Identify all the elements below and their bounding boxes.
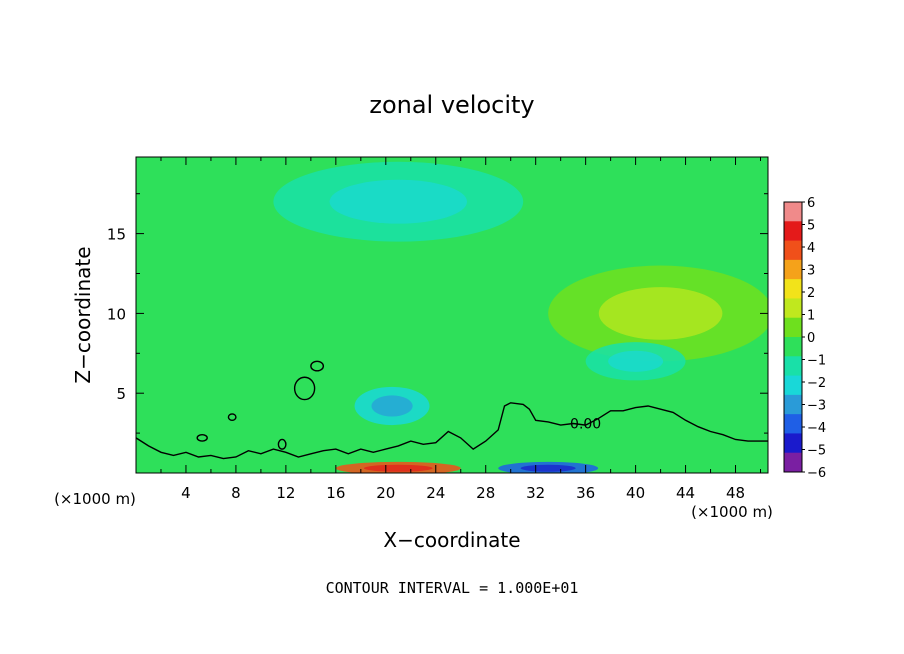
colorbar-tick-label: 6 bbox=[807, 196, 815, 211]
y-axis-ticks: 5 10 15 bbox=[107, 193, 768, 434]
field-feature-core-1 bbox=[598, 287, 723, 340]
x-axis-ticks: 4 8 12 16 20 24 28 32 36 40 44 48 bbox=[160, 157, 762, 502]
colorbar-tick-label: 2 bbox=[807, 286, 815, 301]
colorbar-swatch bbox=[784, 394, 802, 415]
colorbar-tick-label: −3 bbox=[807, 399, 826, 414]
colorbar-swatch bbox=[784, 433, 802, 454]
colorbar-tick-label: −5 bbox=[807, 444, 826, 459]
x-tick-label: 40 bbox=[626, 484, 645, 502]
colorbar-swatch bbox=[784, 337, 802, 357]
colorbar-tick-label: −1 bbox=[807, 354, 826, 369]
colorbar: 6 5 4 3 2 1 0 −1 −2 −3 −4 −5 −6 bbox=[783, 196, 826, 481]
field-feature-core-2 bbox=[371, 395, 413, 417]
x-tick-label: 36 bbox=[576, 484, 595, 502]
closed-contour-4 bbox=[277, 438, 287, 450]
colorbar-tick-label: 4 bbox=[807, 241, 815, 256]
colorbar-swatch bbox=[784, 298, 802, 319]
y-axis-label: Z−coordinate bbox=[71, 246, 95, 383]
x-tick-label: 28 bbox=[476, 484, 495, 502]
field-feature-core-0 bbox=[329, 179, 467, 224]
closed-contour-3 bbox=[196, 433, 208, 442]
y-tick-label: 10 bbox=[107, 305, 126, 323]
contour-label: 0.00 bbox=[570, 416, 601, 432]
field-feature-core-3 bbox=[608, 350, 664, 372]
colorbar-swatch bbox=[784, 259, 802, 280]
field-feature-core-5 bbox=[520, 464, 576, 472]
zero-contour-main bbox=[136, 402, 768, 460]
colorbar-tick-label: 5 bbox=[807, 219, 815, 234]
y-tick-label: 5 bbox=[116, 385, 126, 403]
colorbar-swatch bbox=[784, 356, 802, 377]
closed-contour-2 bbox=[227, 413, 237, 422]
x-axis-unit-right: (×1000 m) bbox=[691, 503, 773, 521]
x-tick-label: 48 bbox=[726, 484, 745, 502]
closed-contour-1 bbox=[310, 360, 325, 372]
colorbar-swatch bbox=[784, 279, 802, 299]
x-tick-label: 4 bbox=[181, 484, 191, 502]
closed-contour-0 bbox=[293, 376, 316, 401]
colorbar-tick-label: −6 bbox=[807, 466, 826, 481]
field-feature-core-4 bbox=[363, 464, 433, 472]
zero-contour-lines: 0.00 bbox=[136, 360, 768, 460]
x-tick-label: 44 bbox=[676, 484, 695, 502]
colorbar-swatch bbox=[784, 317, 802, 338]
colorbar-swatch bbox=[784, 414, 802, 434]
colorbar-swatch bbox=[784, 240, 802, 261]
x-axis-label: X−coordinate bbox=[383, 528, 520, 552]
colorbar-swatch bbox=[784, 221, 802, 242]
x-tick-label: 32 bbox=[526, 484, 545, 502]
y-tick-label: 15 bbox=[107, 226, 126, 244]
contour-interval-note: CONTOUR INTERVAL = 1.000E+01 bbox=[326, 579, 579, 597]
colorbar-swatch bbox=[784, 375, 802, 396]
x-tick-label: 16 bbox=[326, 484, 345, 502]
x-tick-label: 12 bbox=[276, 484, 295, 502]
colorbar-tick-label: −2 bbox=[807, 376, 826, 391]
x-tick-label: 20 bbox=[376, 484, 395, 502]
x-tick-label: 8 bbox=[231, 484, 241, 502]
colorbar-tick-label: 1 bbox=[807, 309, 815, 324]
colorbar-swatch bbox=[784, 452, 802, 473]
plot-frame bbox=[135, 156, 769, 474]
x-tick-label: 24 bbox=[426, 484, 445, 502]
colorbar-tick-label: 3 bbox=[807, 264, 815, 279]
velocity-field bbox=[136, 157, 768, 473]
chart-title: zonal velocity bbox=[369, 91, 534, 119]
x-axis-unit-left: (×1000 m) bbox=[54, 490, 136, 508]
colorbar-swatch bbox=[784, 202, 802, 222]
colorbar-tick-label: 0 bbox=[807, 331, 815, 346]
colorbar-tick-label: −4 bbox=[807, 421, 826, 436]
